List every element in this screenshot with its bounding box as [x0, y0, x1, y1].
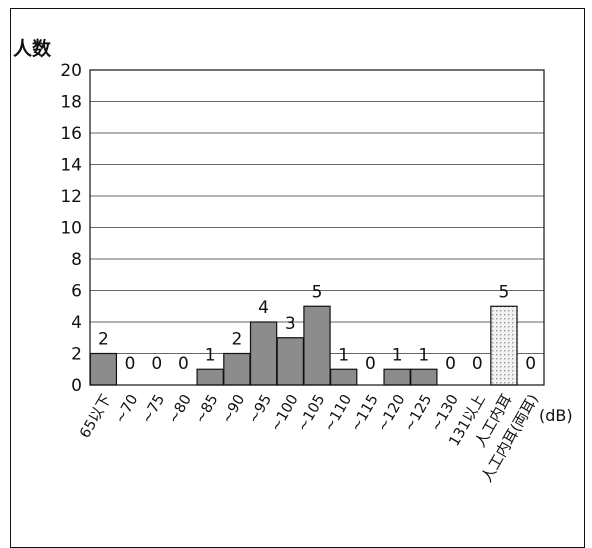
- bar: [249, 321, 278, 386]
- data-label: 0: [125, 354, 136, 374]
- data-label: 5: [312, 282, 323, 302]
- plot-area-border: [89, 69, 545, 386]
- y-tick-label: 12: [60, 187, 82, 207]
- data-label: 1: [418, 345, 429, 365]
- data-label: 4: [258, 298, 269, 318]
- data-label: 0: [472, 354, 483, 374]
- data-label: 1: [205, 345, 216, 365]
- data-label: 2: [231, 330, 242, 350]
- data-label: 0: [151, 354, 162, 374]
- category-label: ~70: [112, 392, 141, 427]
- bar: [223, 352, 251, 386]
- y-tick-label: 14: [60, 156, 82, 176]
- bar: [330, 368, 358, 386]
- bar: [303, 305, 331, 386]
- data-label: 0: [525, 354, 536, 374]
- y-tick-label: 10: [60, 219, 82, 239]
- bar: [89, 352, 118, 386]
- data-label: 3: [285, 314, 296, 334]
- data-label: 1: [338, 345, 349, 365]
- data-label: 0: [178, 354, 189, 374]
- category-label: ~75: [139, 392, 168, 427]
- data-label: 0: [445, 354, 456, 374]
- data-label: 0: [365, 354, 376, 374]
- y-tick-label: 8: [71, 250, 82, 270]
- bar: [276, 337, 304, 386]
- y-tick-label: 4: [71, 313, 82, 333]
- y-tick-label: 0: [71, 376, 82, 396]
- y-tick-label: 6: [71, 282, 82, 302]
- y-tick-label: 2: [71, 345, 82, 365]
- bar: [196, 368, 224, 386]
- y-tick-label: 16: [60, 124, 82, 144]
- y-axis-title: 人数: [13, 37, 52, 60]
- unit-label: (dB): [539, 406, 573, 425]
- y-tick-layer: 0 2 4 6 8 10 12 14 16 18 20: [60, 61, 82, 396]
- bar: [490, 305, 518, 386]
- data-label: 2: [98, 330, 109, 350]
- category-label: ~80: [166, 392, 195, 427]
- y-tick-label: 20: [60, 61, 82, 81]
- bar: [383, 368, 411, 386]
- category-label: ~90: [219, 392, 248, 427]
- data-label: 1: [392, 345, 403, 365]
- category-label: 65以下: [77, 392, 115, 441]
- y-tick-label: 18: [60, 93, 82, 113]
- category-label: ~85: [192, 392, 221, 427]
- category-label-layer: 65以下~70~75~80~85~90~95~100~105~110~115~1…: [77, 392, 542, 486]
- grid-layer: [90, 101, 544, 354]
- bar-layer: [89, 305, 518, 386]
- bar: [410, 368, 438, 386]
- data-label: 5: [499, 282, 510, 302]
